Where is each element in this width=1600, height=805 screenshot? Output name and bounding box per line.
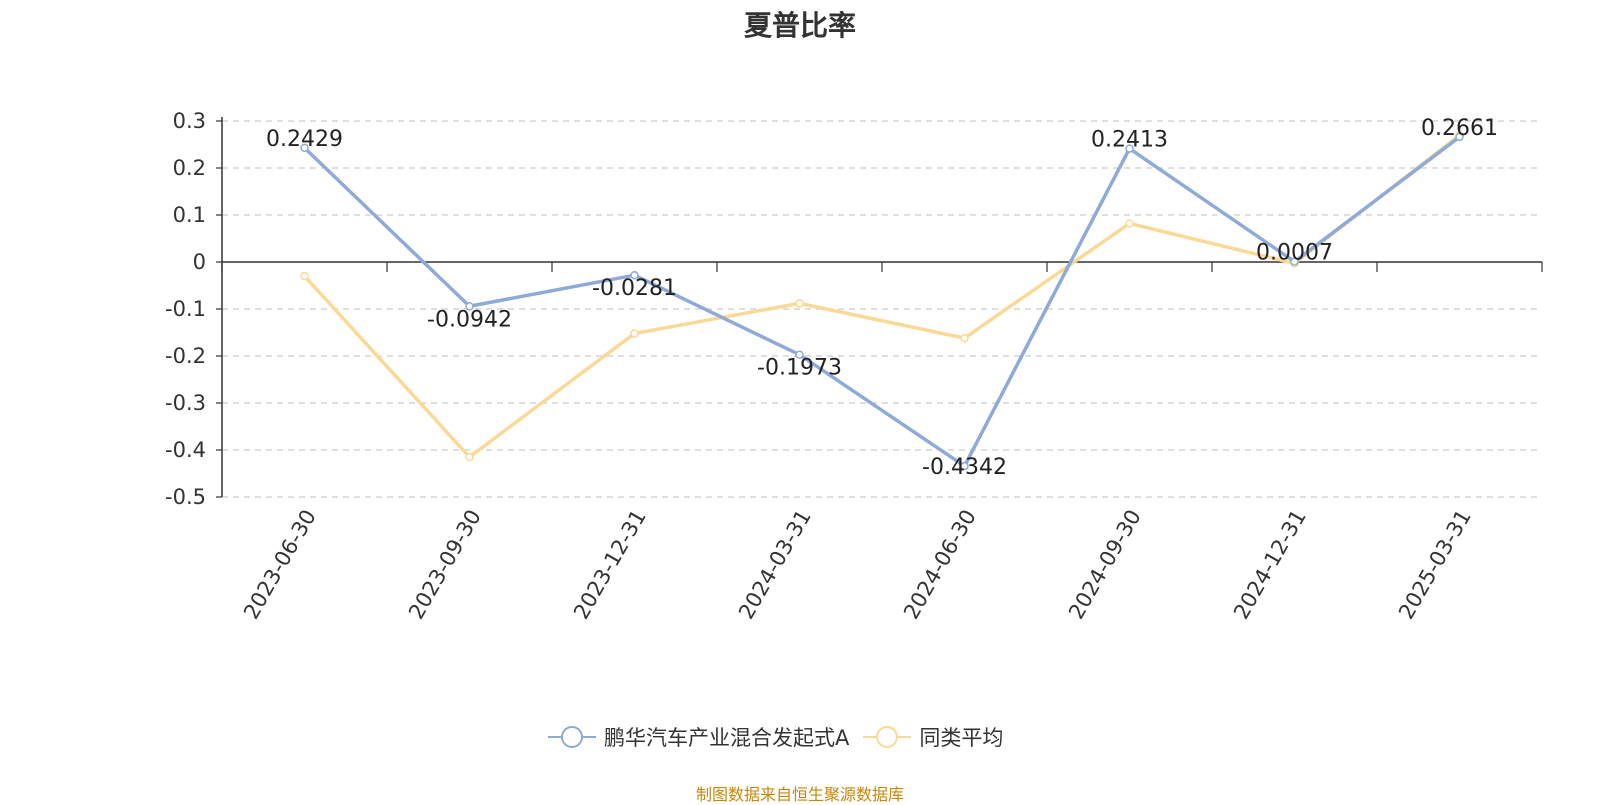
grid-lines: [222, 120, 1542, 498]
x-tick-label: 2025-03-31: [1394, 506, 1476, 624]
axes: 0.3 0.2 0.1 0 -0.1 -0.2 -0.3 -0.4 -0.5 2023-06-30…: [165, 109, 1543, 624]
source-note: 制图数据来自恒生聚源数据库: [695, 785, 904, 804]
data-point: [795, 350, 804, 359]
y-tick-label: -0.5: [165, 485, 206, 509]
data-point: [1455, 132, 1464, 142]
legend-item-fund[interactable]: 鹏华汽车产业混合发起式A: [548, 722, 849, 752]
x-tick-label: 2023-12-31: [569, 506, 651, 624]
chart-title: 夏普比率: [743, 9, 856, 42]
y-tick-label: 0.1: [173, 203, 206, 227]
data-point: [630, 329, 639, 338]
data-point: [795, 299, 804, 308]
y-tick-label: 0.2: [173, 156, 206, 180]
data-label: 0.0007: [1256, 241, 1333, 266]
data-label: 0.2661: [1421, 116, 1498, 141]
series-line-1: [303, 133, 1461, 459]
x-tick-label: 2024-09-30: [1064, 506, 1146, 624]
series: [300, 130, 1464, 471]
data-label: -0.0942: [427, 307, 512, 332]
x-tick-label: 2023-06-30: [239, 506, 321, 624]
x-tick-label: 2024-03-31: [734, 506, 816, 624]
data-label: 0.2413: [1091, 128, 1168, 153]
data-point: [960, 461, 969, 471]
legend-swatch-circle-icon: [548, 726, 596, 748]
data-label: -0.1973: [757, 356, 842, 381]
legend: 鹏华汽车产业混合发起式A 同类平均: [548, 722, 1003, 752]
data-label: -0.0281: [592, 276, 677, 301]
y-tick-label: -0.3: [165, 391, 206, 415]
x-tick-label: 2024-06-30: [899, 506, 981, 624]
y-tick-label: 0: [193, 250, 206, 274]
data-point: [630, 270, 639, 280]
legend-label-average: 同类平均: [919, 726, 1004, 750]
legend-item-average[interactable]: 同类平均: [863, 722, 1003, 752]
data-point: [1125, 219, 1134, 228]
y-tick-label: -0.4: [165, 438, 206, 462]
data-label: 0.2429: [266, 127, 343, 152]
y-tick-label: -0.2: [165, 344, 206, 368]
data-labels: 0.2429 -0.0942 -0.0281 -0.1973 -0.4342 0.2413…: [266, 116, 1498, 480]
y-tick-label: -0.1: [165, 297, 206, 321]
data-point: [960, 333, 969, 343]
data-point: [1290, 257, 1299, 266]
x-tick-label: 2023-09-30: [404, 506, 486, 624]
data-point: [465, 452, 474, 462]
y-tick-label: 0.3: [173, 109, 206, 133]
data-point: [465, 302, 474, 311]
data-point: [1125, 144, 1134, 153]
legend-label-fund: 鹏华汽车产业混合发起式A: [604, 726, 850, 750]
x-tick-label: 2024-12-31: [1229, 506, 1311, 624]
data-point: [300, 143, 309, 153]
series-line-0: [303, 135, 1461, 468]
legend-swatch-circle-icon: [863, 726, 912, 748]
data-label: -0.4342: [922, 455, 1007, 480]
data-point: [300, 271, 309, 281]
